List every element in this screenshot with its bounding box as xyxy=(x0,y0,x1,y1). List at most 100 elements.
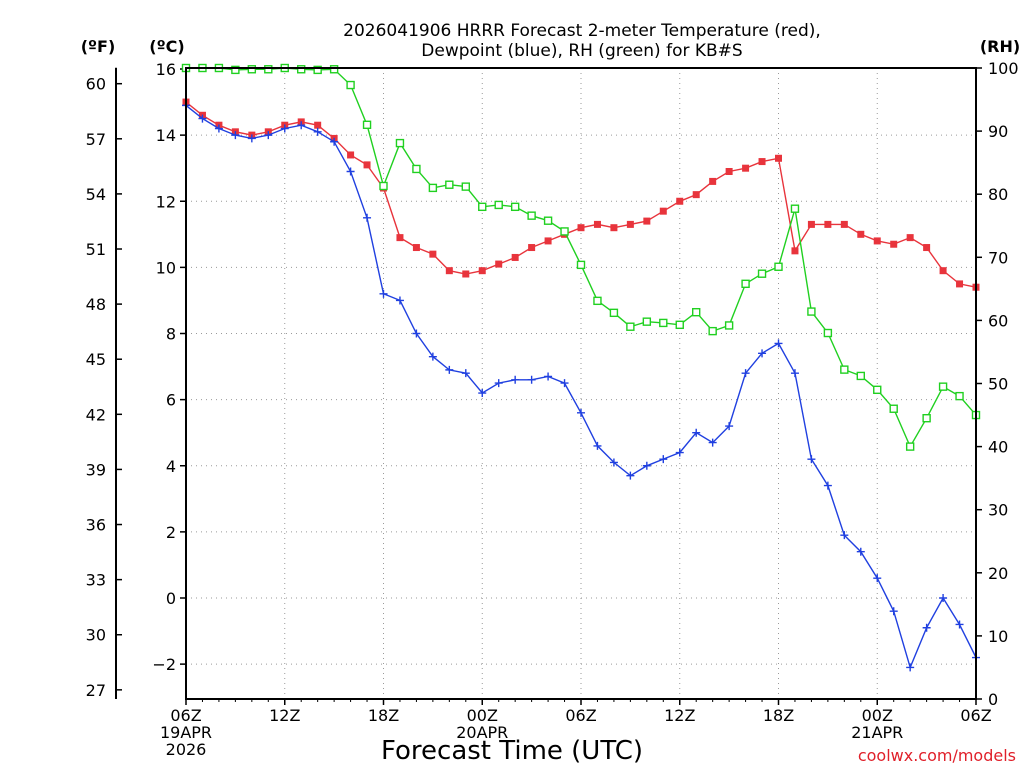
celsius-tick-label: 8 xyxy=(166,325,176,344)
rh-tick-label: 100 xyxy=(988,59,1019,78)
chart-title-line-1: 2026041906 HRRR Forecast 2-meter Tempera… xyxy=(343,21,821,41)
temperature-point xyxy=(314,121,322,129)
temperature-line xyxy=(185,101,977,288)
celsius-unit-label: (ºC) xyxy=(149,37,184,56)
temperature-point xyxy=(511,253,519,261)
dewpoint-point xyxy=(741,369,750,378)
dewpoint-point xyxy=(626,471,635,480)
x-tick-label: 2026 xyxy=(166,740,207,759)
rh-point xyxy=(445,180,454,189)
temperature-point xyxy=(956,280,964,288)
dewpoint-point xyxy=(527,375,536,384)
temperature-point xyxy=(495,260,503,268)
rh-point xyxy=(642,317,652,326)
fahrenheit-tick-label: 54 xyxy=(86,185,106,204)
fahrenheit-tick-label: 33 xyxy=(86,571,106,590)
temperature-point xyxy=(626,220,634,228)
dewpoint-point xyxy=(560,379,569,388)
x-tick-label: 12Z xyxy=(269,706,300,725)
temperature-point xyxy=(544,237,552,245)
x-tick-label: 18Z xyxy=(763,706,794,725)
temperature-point xyxy=(939,267,947,275)
rh-point xyxy=(889,404,898,413)
rh-point xyxy=(823,328,833,338)
fahrenheit-tick-label: 57 xyxy=(86,130,106,149)
rh-point xyxy=(346,80,355,90)
dewpoint-point xyxy=(445,365,454,374)
rh-point xyxy=(675,320,684,330)
dewpoint-point xyxy=(807,455,816,464)
rh-tick-label: 30 xyxy=(988,501,1008,520)
temperature-point xyxy=(775,154,782,162)
dewpoint-point xyxy=(198,114,207,123)
fahrenheit-tick-label: 48 xyxy=(86,295,106,314)
temperature-point xyxy=(824,220,832,228)
grid-lines xyxy=(186,68,976,699)
temperature-point xyxy=(758,158,766,166)
data-series xyxy=(181,63,981,672)
celsius-tick-label: −2 xyxy=(152,655,176,674)
dewpoint-point xyxy=(330,137,339,146)
dewpoint-point xyxy=(577,408,585,417)
dewpoint-point xyxy=(790,369,799,378)
x-tick-label: 06Z xyxy=(170,706,201,725)
rh-point xyxy=(856,371,865,381)
rh-point xyxy=(807,307,816,316)
dewpoint-point xyxy=(428,352,437,361)
dewpoint-point xyxy=(889,607,898,616)
rh-point xyxy=(774,262,783,271)
x-tick-label: 18Z xyxy=(368,706,399,725)
temperature-point xyxy=(412,244,420,252)
rh-point xyxy=(708,326,717,336)
celsius-tick-label: 6 xyxy=(166,391,176,410)
temperature-point xyxy=(593,220,601,228)
x-tick-label: 20APR xyxy=(456,723,508,742)
fahrenheit-tick-label: 60 xyxy=(86,75,106,94)
rh-point xyxy=(955,391,964,401)
dewpoint-point xyxy=(478,389,487,398)
x-tick-label: 06Z xyxy=(565,706,596,725)
dewpoint-point xyxy=(939,594,948,602)
temperature-point xyxy=(445,267,453,275)
rh-point xyxy=(560,227,569,236)
temperature-point xyxy=(462,270,470,278)
rh-point xyxy=(692,307,701,317)
dewpoint-point xyxy=(544,372,553,381)
temperature-point xyxy=(363,161,371,169)
dewpoint-point xyxy=(708,438,717,447)
x-tick-label: 12Z xyxy=(664,706,695,725)
rh-point xyxy=(461,182,470,191)
rh-point xyxy=(938,382,948,391)
temperature-point xyxy=(528,244,536,252)
x-tick-label: 00Z xyxy=(467,706,498,725)
fahrenheit-tick-label: 51 xyxy=(86,240,106,259)
rh-point xyxy=(543,216,553,225)
dewpoint-point xyxy=(675,448,684,457)
dewpoint-point xyxy=(873,574,882,583)
dewpoint-point xyxy=(774,339,783,348)
rh-tick-label: 20 xyxy=(988,564,1008,583)
dewpoint-point xyxy=(494,379,503,388)
x-axis-title: Forecast Time (UTC) xyxy=(381,736,643,766)
x-tick-label: 06Z xyxy=(960,706,991,725)
rh-point xyxy=(329,65,339,74)
plot-frame xyxy=(185,67,977,700)
dewpoint-point xyxy=(659,455,668,464)
temperature-point xyxy=(840,220,848,228)
temperature-point xyxy=(347,151,355,159)
rh-point xyxy=(527,211,536,220)
rh-point xyxy=(478,202,487,212)
dewpoint-point xyxy=(247,134,256,143)
source-credit: coolwx.com/models xyxy=(858,746,1016,765)
temperature-point xyxy=(791,247,799,255)
fahrenheit-tick-label: 30 xyxy=(86,626,106,645)
temperature-point xyxy=(478,267,486,275)
rh-tick-label: 70 xyxy=(988,248,1008,267)
temperature-point xyxy=(643,217,651,225)
temperature-point xyxy=(857,230,865,238)
axes: 6057545148454239363330271614121086420−21… xyxy=(86,59,1019,759)
rh-point xyxy=(905,442,915,451)
rh-point xyxy=(510,202,520,212)
temperature-point xyxy=(709,177,717,185)
